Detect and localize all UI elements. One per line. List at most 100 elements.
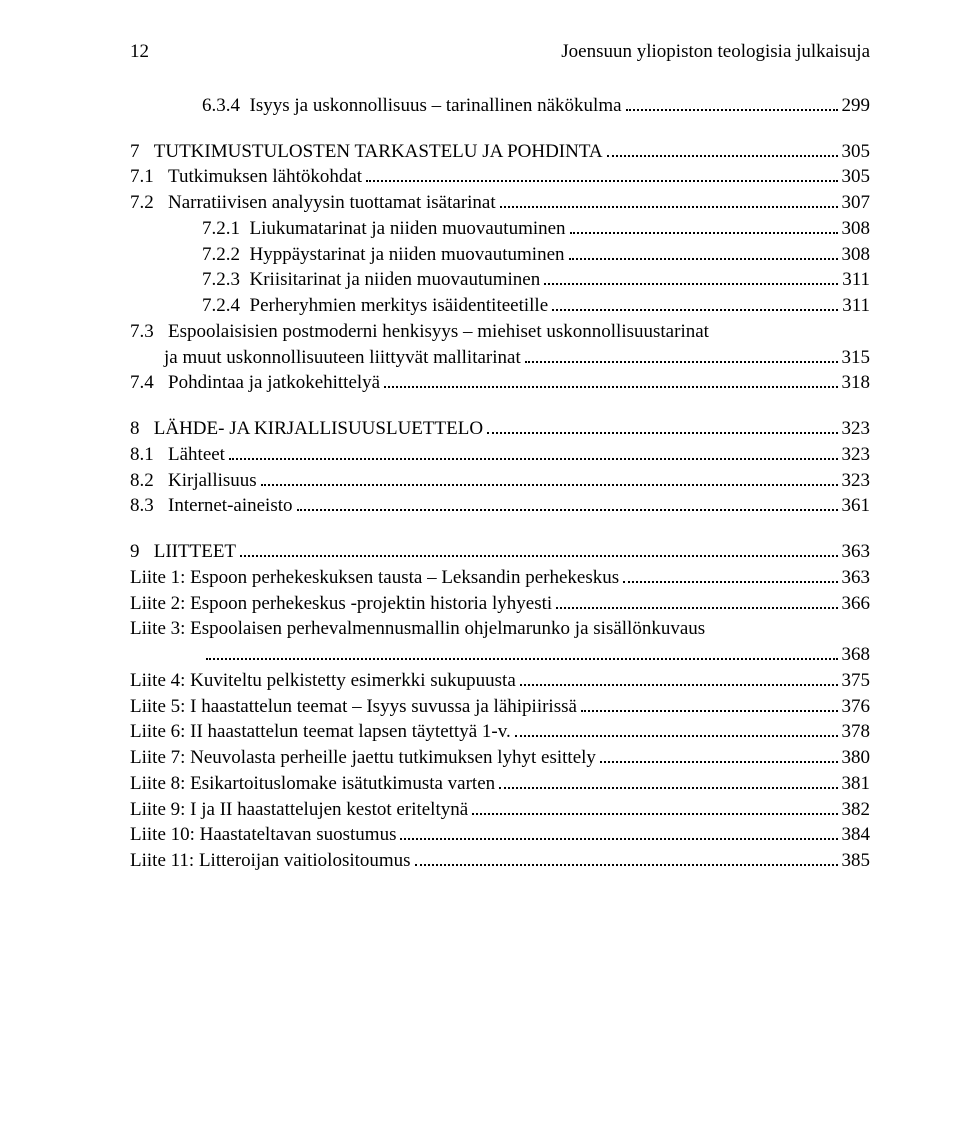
toc-leader [552,296,838,311]
toc-leader [600,748,838,763]
page-header: 12 Joensuun yliopiston teologisia julkai… [130,40,870,64]
toc-entry-label: Liite 4: Kuviteltu pelkistetty esimerkki… [130,669,516,693]
toc-entry-label: Perheryhmien merkitys isäidentiteetille [250,294,549,318]
toc-entry-label: Pohdintaa ja jatkokehittelyä [168,371,380,395]
toc-leader [520,671,838,686]
toc-entry-label: Hyppäystarinat ja niiden muovautuminen [250,243,565,267]
toc-entry-page: 307 [842,191,871,215]
page-number: 12 [130,40,149,64]
toc-entry-page: 315 [842,346,871,370]
toc-entry-number: 7.1 [130,165,168,189]
toc-entry-line: ja muut uskonnollisuuteen liittyvät mall… [130,346,870,370]
toc-leader [544,270,838,285]
toc-entry-page: 323 [842,443,871,467]
toc-entry-page: 361 [842,494,871,518]
toc-entry-label: TUTKIMUSTULOSTEN TARKASTELU JA POHDINTA [154,140,603,164]
toc-leader [261,470,838,485]
toc-entry: 6.3.4 Isyys ja uskonnollisuus – tarinall… [130,94,870,118]
toc-entry-number: 7 [130,140,154,164]
toc-entry-page: 311 [842,294,870,318]
toc-leader [515,722,838,737]
toc-entry-label: Liite 7: Neuvolasta perheille jaettu tut… [130,746,596,770]
toc-entry-line: 7.3 Espoolaisisien postmoderni henkisyys… [130,320,870,344]
toc-leader [366,167,837,182]
toc-entry: 7.2.2 Hyppäystarinat ja niiden muovautum… [130,243,870,267]
toc-entry-label: LÄHDE- JA KIRJALLISUUSLUETTELO [154,417,483,441]
toc-entry-number: 8.1 [130,443,168,467]
toc-entry: 7 TUTKIMUSTULOSTEN TARKASTELU JA POHDINT… [130,140,870,164]
table-of-contents: 6.3.4 Isyys ja uskonnollisuus – tarinall… [130,94,870,873]
toc-entry-label: Lähteet [168,443,225,467]
toc-entry-label: Liite 1: Espoon perhekeskuksen tausta – … [130,566,619,590]
toc-entry-label: LIITTEET [154,540,236,564]
toc-leader [206,645,838,660]
toc-entry-number: 7.3 [130,320,168,344]
toc-entry-label: Narratiivisen analyysin tuottamat isätar… [168,191,496,215]
toc-entry-label: Liite 6: II haastattelun teemat lapsen t… [130,720,511,744]
toc-leader [487,419,837,434]
toc-leader [297,496,838,511]
toc-entry: 7.2 Narratiivisen analyysin tuottamat is… [130,191,870,215]
toc-entry: Liite 10: Haastateltavan suostumus 384 [130,823,870,847]
toc-entry-number: 8.3 [130,494,168,518]
toc-entry-label: Liite 8: Esikartoituslomake isätutkimust… [130,772,495,796]
toc-entry-label: Liite 10: Haastateltavan suostumus [130,823,396,847]
toc-entry-page: 366 [842,592,871,616]
toc-entry: 7.2.4 Perheryhmien merkitys isäidentitee… [130,294,870,318]
toc-entry: 7.4 Pohdintaa ja jatkokehittelyä 318 [130,371,870,395]
toc-entry-number: 8.2 [130,469,168,493]
toc-entry-page: 385 [842,849,871,873]
toc-entry-page: 382 [842,798,871,822]
toc-entry-label: Internet-aineisto [168,494,293,518]
toc-entry: Liite 9: I ja II haastattelujen kestot e… [130,798,870,822]
toc-entry-number: 7.4 [130,371,168,395]
toc-entry-label: Kirjallisuus [168,469,257,493]
toc-leader [607,141,838,156]
toc-entry-number: 6.3.4 [202,94,250,118]
toc-entry: 7.2.3 Kriisitarinat ja niiden muovautumi… [130,268,870,292]
toc-entry: Liite 5: I haastattelun teemat – Isyys s… [130,695,870,719]
toc-leader [472,799,837,814]
toc-entry-page: 376 [842,695,871,719]
toc-entry-page: 318 [842,371,871,395]
toc-leader [581,696,838,711]
toc-entry-page: 299 [842,94,871,118]
toc-section: 6.3.4 Isyys ja uskonnollisuus – tarinall… [130,94,870,118]
toc-entry-label: Tutkimuksen lähtökohdat [168,165,362,189]
toc-leader [525,347,838,362]
toc-entry: Liite 6: II haastattelun teemat lapsen t… [130,720,870,744]
toc-entry-number: 7.2.4 [202,294,250,318]
toc-entry-label: Liukumatarinat ja niiden muovautuminen [250,217,566,241]
toc-entry-number: 8 [130,417,154,441]
toc-entry-number: 7.2.2 [202,243,250,267]
toc-entry-label: Espoolaisisien postmoderni henkisyys – m… [168,320,709,344]
toc-section: 9 LIITTEET363Liite 1: Espoon perhekeskuk… [130,540,870,873]
toc-entry-number: 7.2 [130,191,168,215]
toc-entry: Liite 2: Espoon perhekeskus -projektin h… [130,592,870,616]
toc-leader [569,244,838,259]
toc-entry: 9 LIITTEET363 [130,540,870,564]
toc-entry-line: Liite 3: Espoolaisen perhevalmennusmalli… [130,617,870,641]
toc-leader [240,542,837,557]
toc-leader [400,825,837,840]
toc-entry-label: Liite 11: Litteroijan vaitiolositoumus [130,849,411,873]
toc-leader [500,193,838,208]
toc-entry: 8.1 Lähteet 323 [130,443,870,467]
toc-leader [570,219,838,234]
toc-entry: Liite 3: Espoolaisen perhevalmennusmalli… [130,617,870,669]
toc-entry: 8 LÄHDE- JA KIRJALLISUUSLUETTELO323 [130,417,870,441]
toc-entry-page: 308 [842,217,871,241]
toc-entry-page: 363 [842,566,871,590]
toc-entry-page: 311 [842,268,870,292]
toc-entry-page: 381 [842,772,871,796]
toc-entry-page: 384 [842,823,871,847]
toc-leader [229,445,838,460]
toc-entry-page: 305 [842,140,871,164]
running-title: Joensuun yliopiston teologisia julkaisuj… [561,40,870,64]
toc-leader [626,96,838,111]
toc-entry-label: Liite 9: I ja II haastattelujen kestot e… [130,798,468,822]
toc-entry-number: 7.2.1 [202,217,250,241]
toc-entry-label: Liite 3: Espoolaisen perhevalmennusmalli… [130,617,705,641]
toc-entry-page: 378 [842,720,871,744]
toc-entry: Liite 8: Esikartoituslomake isätutkimust… [130,772,870,796]
